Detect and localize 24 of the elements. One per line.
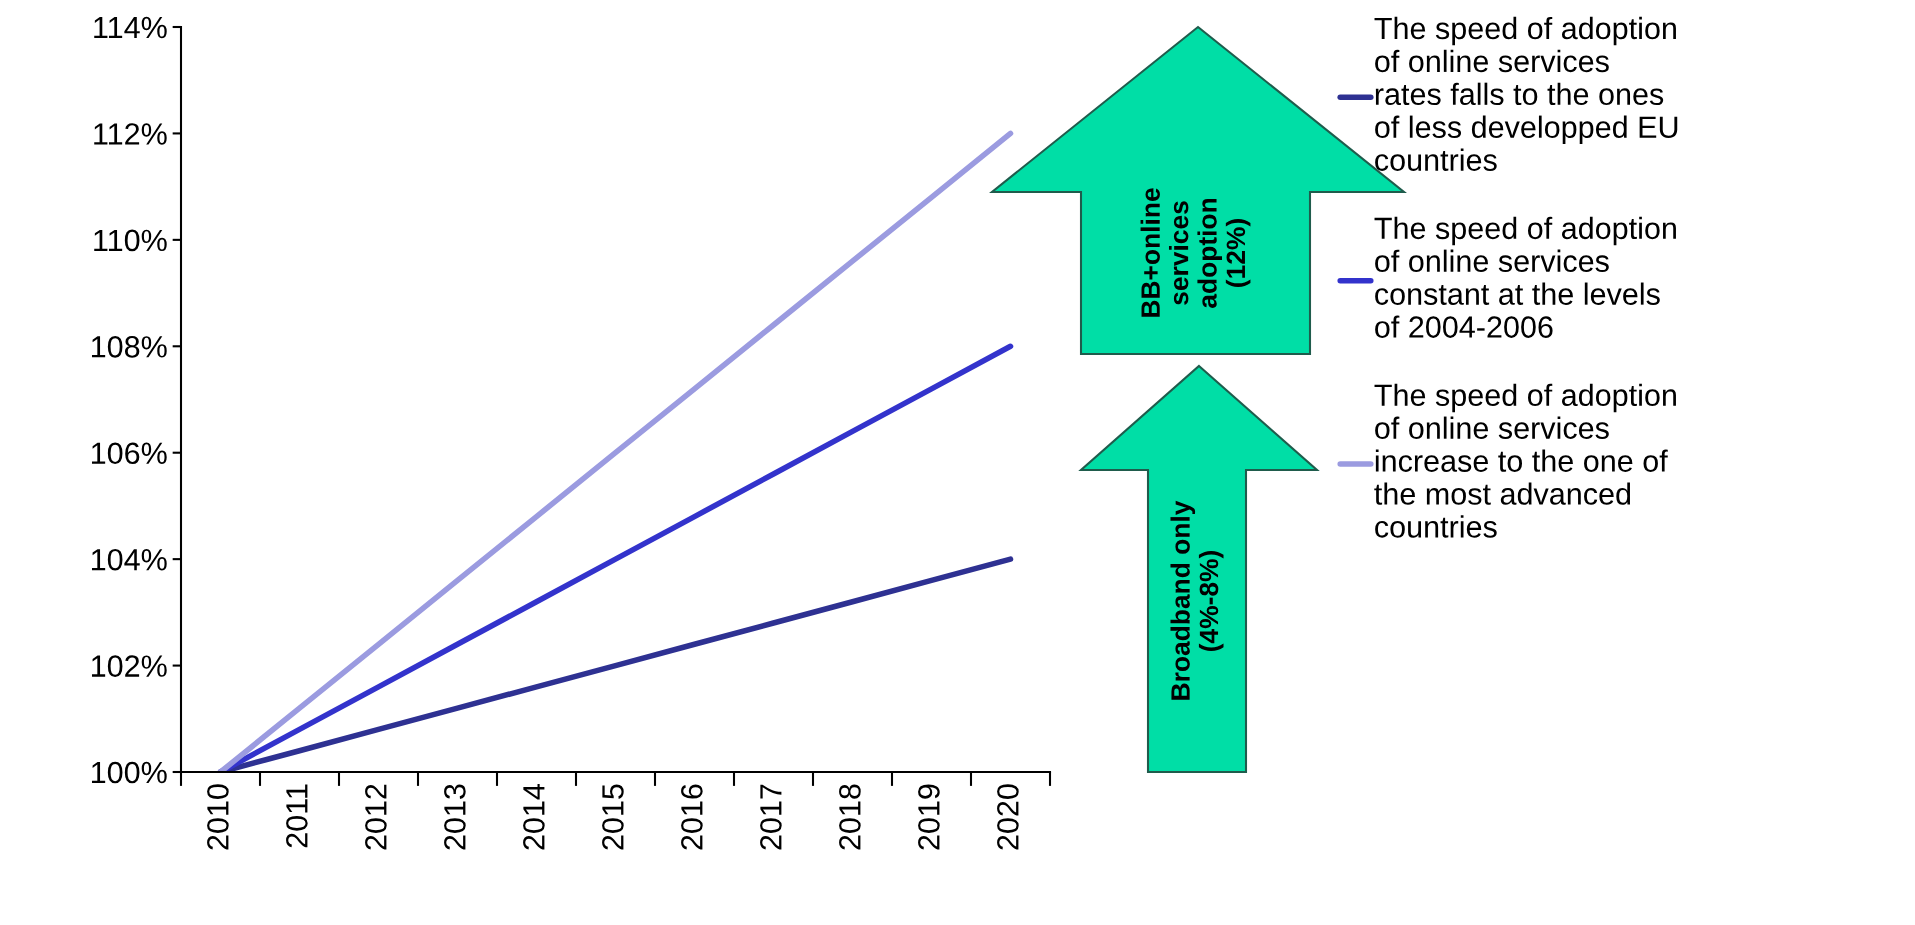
x-tick-label: 2018 bbox=[839, 784, 861, 850]
y-tick-label: 110% bbox=[94, 229, 167, 252]
x-tick-label: 2013 bbox=[444, 784, 466, 850]
x-tick-label: 2020 bbox=[997, 784, 1019, 850]
x-tick-label: 2014 bbox=[523, 784, 545, 850]
y-tick-label: 114% bbox=[94, 16, 167, 39]
y-tick-label: 112% bbox=[94, 123, 167, 145]
y-tick-label: 106% bbox=[91, 442, 167, 465]
x-tick-label: 2015 bbox=[602, 784, 624, 850]
x-tick-label: 2016 bbox=[681, 784, 703, 850]
legend-label: The speed of adoption of online services increase to the one of the most advanced countries bbox=[1374, 383, 1676, 538]
x-tick-label: 2019 bbox=[918, 784, 940, 850]
x-tick-label: 2017 bbox=[760, 784, 782, 850]
x-tick-label: 2011 bbox=[286, 784, 308, 848]
y-tick-label: 104% bbox=[91, 548, 167, 571]
text: Broadband only (4%-8%) bbox=[1170, 500, 1224, 700]
legend-label: The speed of adoption of online services constant at the levels of 2004-2006 bbox=[1374, 216, 1676, 338]
x-tick-label: 2010 bbox=[207, 784, 229, 850]
text: BB+online services adoption (12%) bbox=[1140, 188, 1251, 317]
y-tick-label: 102% bbox=[91, 655, 167, 677]
legend-label: The speed of adoption of online services rates falls to the ones of less developped EU countries bbox=[1374, 16, 1678, 171]
y-tick-label: 100% bbox=[91, 761, 167, 784]
x-tick-label: 2012 bbox=[365, 784, 387, 850]
y-tick-label: 108% bbox=[91, 336, 167, 358]
